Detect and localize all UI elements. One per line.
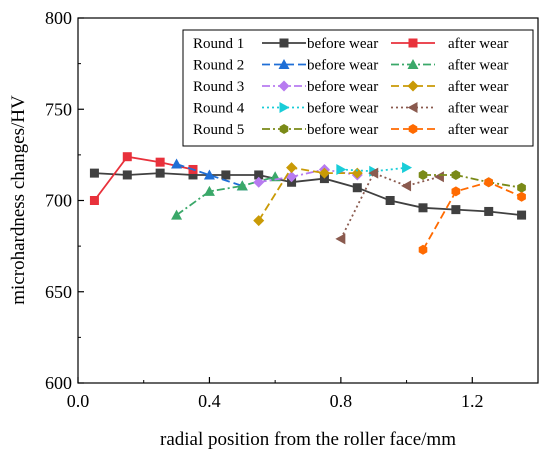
- data-point: [402, 162, 413, 174]
- data-point: [122, 152, 132, 162]
- series-line: [94, 172, 522, 216]
- series-line: [176, 175, 276, 216]
- legend-round-label: Round 2: [193, 58, 244, 74]
- legend-round-label: Round 3: [193, 79, 244, 95]
- data-point: [253, 215, 265, 227]
- data-point: [203, 169, 215, 180]
- data-point: [517, 210, 527, 220]
- legend: Round 1 before wear after wear Round 2 befor…: [182, 29, 534, 147]
- series-9: [418, 170, 526, 193]
- series-line: [422, 181, 522, 251]
- y-tick-label: 650: [45, 282, 72, 302]
- y-axis-title: microhardness changes/HV: [8, 95, 29, 305]
- data-point: [155, 168, 165, 178]
- legend-swatch-marker: [278, 59, 290, 69]
- legend-entry-label: before wear: [307, 58, 378, 74]
- data-point: [352, 183, 362, 193]
- data-point: [517, 182, 526, 193]
- legend-entry-label: after wear: [448, 101, 508, 117]
- data-point: [451, 170, 461, 180]
- series-2: [89, 152, 198, 205]
- series-8: [335, 167, 444, 245]
- legend-swatch-marker: [408, 38, 418, 48]
- data-point: [385, 196, 395, 205]
- legend-round-label: Round 5: [193, 122, 244, 138]
- data-point: [89, 196, 99, 205]
- data-point: [351, 167, 363, 179]
- data-point: [335, 233, 346, 245]
- x-axis-title: radial position from the roller face/mm: [160, 429, 456, 450]
- y-tick-label: 600: [45, 373, 72, 393]
- data-point: [254, 170, 264, 180]
- data-point: [236, 180, 248, 191]
- series-1: [89, 168, 527, 220]
- series-line: [340, 171, 440, 240]
- data-point: [418, 170, 428, 180]
- y-tick-label: 750: [45, 99, 72, 119]
- legend-entry-label: before wear: [307, 79, 378, 95]
- legend-entry-label: before wear: [307, 101, 378, 117]
- legend-round-label: Round 4: [193, 101, 245, 117]
- legend-entry-label: after wear: [448, 79, 508, 95]
- data-point: [286, 171, 298, 183]
- series-6: [253, 162, 363, 227]
- data-point: [484, 177, 493, 188]
- data-point: [401, 180, 412, 192]
- data-point: [203, 185, 215, 196]
- series-10: [418, 177, 526, 255]
- axis-ticks: 0.0 0.4 0.8 1.2 600 650 700 750 800: [45, 8, 484, 411]
- legend-swatch-marker: [279, 124, 289, 134]
- legend-entry-label: after wear: [448, 122, 508, 138]
- data-point: [221, 170, 231, 180]
- data-point: [517, 191, 526, 202]
- data-point: [318, 167, 330, 179]
- legend-box: [182, 29, 534, 147]
- x-tick-label: 1.2: [461, 391, 484, 411]
- series-line: [257, 166, 358, 222]
- legend-swatch-marker: [279, 102, 290, 113]
- x-tick-label: 0.8: [330, 391, 353, 411]
- data-point: [188, 170, 198, 180]
- data-point: [336, 163, 347, 175]
- legend-swatch-marker: [279, 38, 289, 48]
- series-line: [423, 174, 522, 189]
- series-layer: [89, 152, 527, 255]
- legend-swatch-marker: [408, 124, 418, 134]
- data-point: [253, 176, 265, 188]
- data-point: [484, 206, 494, 216]
- data-point: [171, 209, 183, 220]
- y-tick-label: 800: [45, 8, 72, 28]
- data-point: [155, 157, 165, 167]
- series-line: [340, 166, 407, 173]
- x-tick-label: 0.4: [198, 391, 221, 411]
- x-tick-label: 0.0: [67, 391, 90, 411]
- legend-swatch-marker: [407, 102, 418, 113]
- data-point: [433, 171, 444, 183]
- data-point: [122, 170, 132, 180]
- data-point: [451, 205, 461, 215]
- legend-swatch-marker: [278, 80, 290, 92]
- legend-entry-label: before wear: [307, 36, 378, 52]
- legend-swatch-marker: [407, 80, 419, 92]
- y-tick-label: 700: [45, 191, 72, 211]
- legend-swatch-marker: [407, 59, 419, 69]
- data-point: [451, 186, 461, 197]
- legend-entry-label: after wear: [448, 58, 508, 74]
- data-point: [286, 162, 298, 174]
- legend-entry-label: before wear: [307, 122, 378, 138]
- data-point: [171, 158, 183, 169]
- legend-entry-label: after wear: [448, 36, 508, 52]
- data-point: [89, 168, 99, 178]
- data-point: [418, 244, 428, 255]
- data-point: [368, 167, 379, 179]
- data-point: [418, 203, 428, 213]
- legend-round-label: Round 1: [193, 36, 244, 52]
